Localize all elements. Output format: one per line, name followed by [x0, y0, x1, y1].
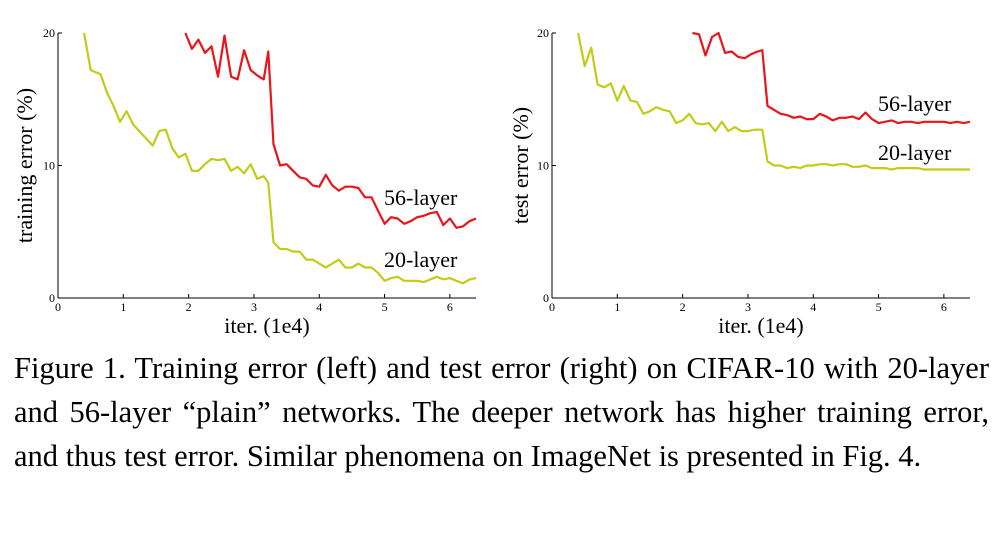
x-tick-label: 1 [614, 300, 620, 314]
y-tick-label: 0 [543, 291, 549, 305]
test-error-panel: 0 1 2 3 4 5 6 0 10 20 iter. (1e4) test error (%) 56-… [508, 26, 971, 338]
x-tick-label: 2 [186, 300, 192, 314]
series-line-20-layer [577, 32, 970, 171]
series-label-56-layer: 56-layer [384, 185, 458, 210]
y-tick-label: 10 [537, 159, 549, 173]
x-tick-label: 2 [680, 300, 686, 314]
figure-caption: Figure 1. Training error (left) and test… [14, 351, 989, 473]
x-tick-label: 5 [382, 300, 388, 314]
training-error-panel: 0 1 2 3 4 5 6 0 10 20 iter. (1e4) training error (%… [12, 26, 477, 338]
x-tick-label: 0 [55, 300, 61, 314]
x-tick-label: 1 [120, 300, 126, 314]
series-label-20-layer: 20-layer [384, 247, 458, 272]
x-tick-label: 3 [251, 300, 257, 314]
y-axis-label: test error (%) [508, 107, 533, 224]
series-line-56-layer [692, 31, 971, 125]
series-line-20-layer [83, 32, 477, 285]
y-axis-label: training error (%) [12, 88, 37, 243]
x-tick-label: 5 [876, 300, 882, 314]
series-label-20-layer: 20-layer [878, 140, 952, 165]
x-tick-label: 6 [447, 300, 453, 314]
y-tick-label: 0 [49, 291, 55, 305]
x-tick-label: 3 [745, 300, 751, 314]
x-tick-label: 4 [810, 300, 816, 314]
y-tick-label: 20 [537, 26, 549, 40]
series-label-56-layer: 56-layer [878, 91, 952, 116]
x-tick-label: 6 [941, 300, 947, 314]
x-tick-label: 4 [316, 300, 322, 314]
y-tick-label: 10 [43, 159, 55, 173]
series-line-56-layer [184, 32, 477, 229]
x-tick-label: 0 [549, 300, 555, 314]
x-axis-label: iter. (1e4) [224, 313, 310, 338]
y-tick-label: 20 [43, 26, 55, 40]
x-axis-label: iter. (1e4) [718, 313, 804, 338]
